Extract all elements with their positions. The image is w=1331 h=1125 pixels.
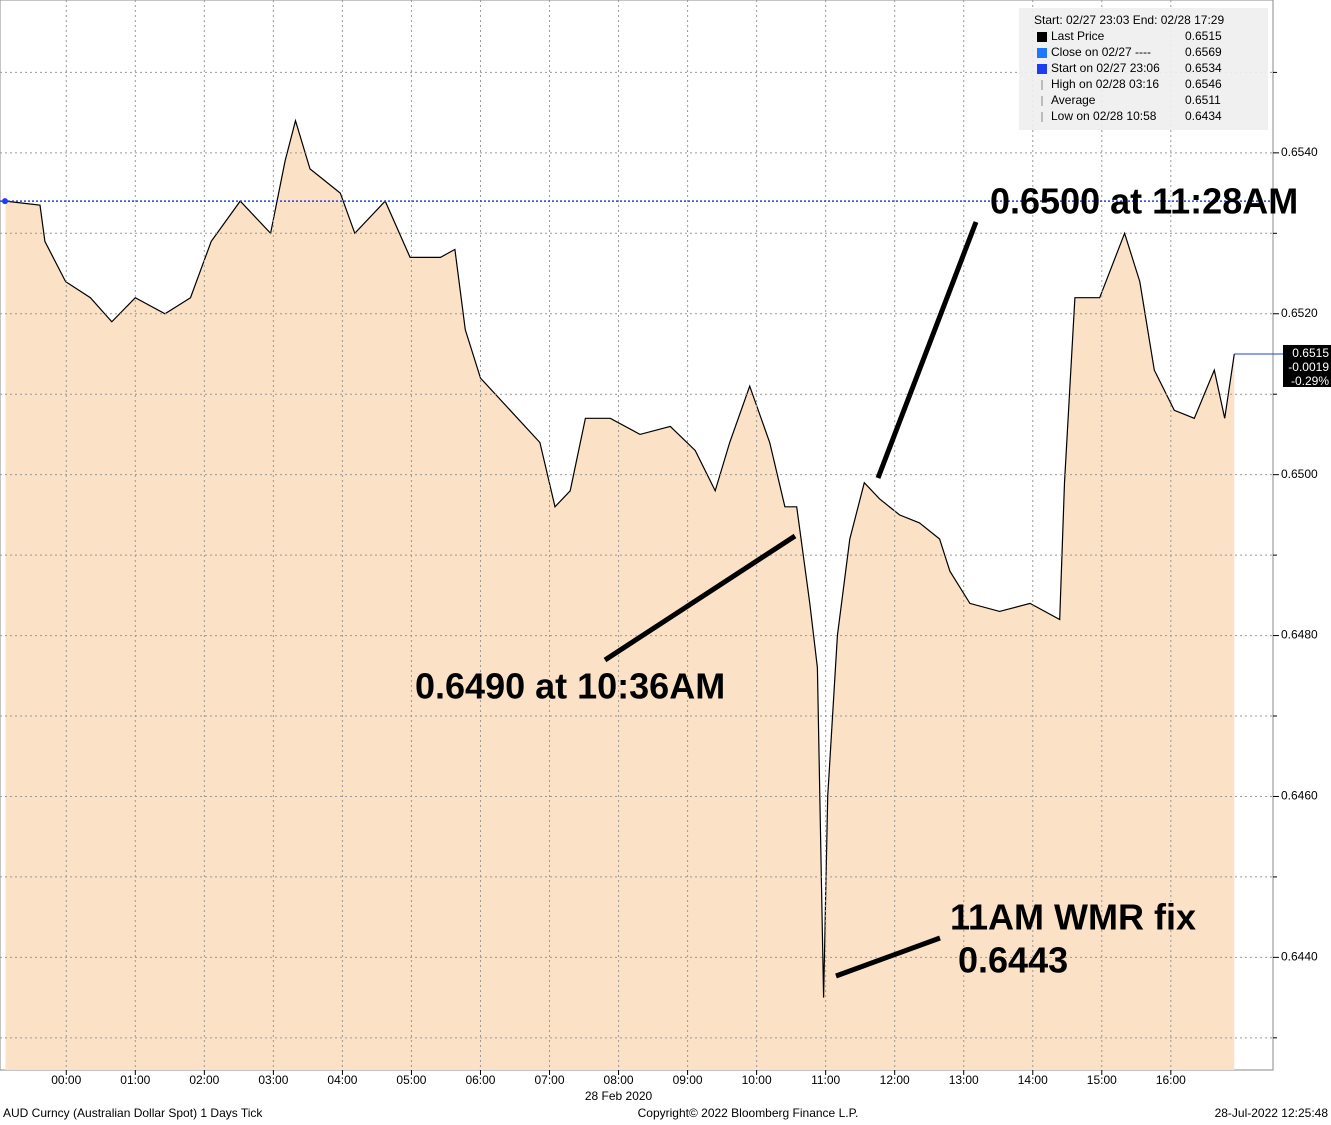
x-tick-label: 05:00 — [396, 1073, 426, 1087]
legend-swatch — [1037, 48, 1047, 58]
x-tick-label: 03:00 — [258, 1073, 288, 1087]
x-tick-label: 14:00 — [1018, 1073, 1048, 1087]
x-tick-label: 10:00 — [742, 1073, 772, 1087]
x-tick-label: 13:00 — [949, 1073, 979, 1087]
last-price-text: -0.0019 — [1288, 360, 1329, 374]
x-tick-label: 06:00 — [465, 1073, 495, 1087]
annotation-line — [603, 533, 797, 663]
annotation: 11AM WMR fix — [950, 897, 1196, 938]
x-tick-label: 00:00 — [51, 1073, 81, 1087]
y-tick-label: 0.6540 — [1281, 145, 1318, 159]
legend-box — [1019, 8, 1268, 130]
legend-label: High on 02/28 03:16 — [1051, 77, 1159, 91]
area — [5, 120, 1235, 1070]
legend-value: 0.6569 — [1185, 45, 1222, 59]
legend-header: Start: 02/27 23:03 End: 02/28 17:29 — [1034, 13, 1224, 27]
footer-right: 28-Jul-2022 12:25:48 — [1215, 1106, 1329, 1120]
last-price-text: 0.6515 — [1292, 346, 1329, 360]
x-tick-label: 01:00 — [120, 1073, 150, 1087]
legend: Start: 02/27 23:03 End: 02/28 17:29 Last … — [1019, 8, 1268, 130]
start-marker — [2, 198, 8, 205]
x-tick-label: 08:00 — [604, 1073, 634, 1087]
legend-swatch — [1037, 64, 1047, 74]
last-price-tag — [1283, 344, 1331, 387]
x-tick-label: 15:00 — [1087, 1073, 1117, 1087]
legend-value: 0.6515 — [1185, 29, 1222, 43]
date-label: 28 Feb 2020 — [585, 1089, 653, 1103]
legend-label: Close on 02/27 ---- — [1051, 45, 1151, 59]
legend-label: Low on 02/28 10:58 — [1051, 109, 1157, 123]
x-tick-label: 12:00 — [880, 1073, 910, 1087]
x-tick-label: 09:00 — [673, 1073, 703, 1087]
y-tick-label: 0.6480 — [1281, 628, 1318, 642]
legend-label: Last Price — [1051, 29, 1105, 43]
y-tick-label: 0.6500 — [1281, 467, 1318, 481]
legend-value: 0.6534 — [1185, 61, 1222, 75]
legend-label: Start on 02/27 23:06 — [1051, 61, 1160, 75]
annotation-line — [835, 935, 941, 979]
footer-left: AUD Curncy (Australian Dollar Spot) 1 Da… — [3, 1106, 263, 1120]
annotation-line — [875, 221, 979, 479]
y-tick-label: 0.6440 — [1281, 950, 1318, 964]
legend-value: 0.6546 — [1185, 77, 1222, 91]
x-tick-label: 07:00 — [535, 1073, 565, 1087]
footer-center: Copyright© 2022 Bloomberg Finance L.P. — [638, 1106, 859, 1120]
last-price-text: -0.29% — [1291, 374, 1329, 388]
legend-value: 0.6511 — [1185, 93, 1221, 107]
x-tick-label: 11:00 — [811, 1073, 840, 1087]
y-tick-label: 0.6520 — [1281, 306, 1318, 320]
y-tick-label: 0.6460 — [1281, 789, 1318, 803]
legend-label: Average — [1051, 93, 1096, 107]
annotation: 0.6490 at 10:36AM — [415, 666, 725, 707]
price-line — [5, 118, 1235, 998]
annotation: 0.6500 at 11:28AM — [990, 181, 1298, 222]
x-tick-label: 16:00 — [1156, 1073, 1186, 1087]
legend-swatch — [1037, 32, 1047, 42]
x-tick-label: 02:00 — [189, 1073, 219, 1087]
x-tick-label: 04:00 — [327, 1073, 357, 1087]
annotation: 0.6443 — [958, 940, 1068, 981]
legend-value: 0.6434 — [1185, 109, 1222, 123]
